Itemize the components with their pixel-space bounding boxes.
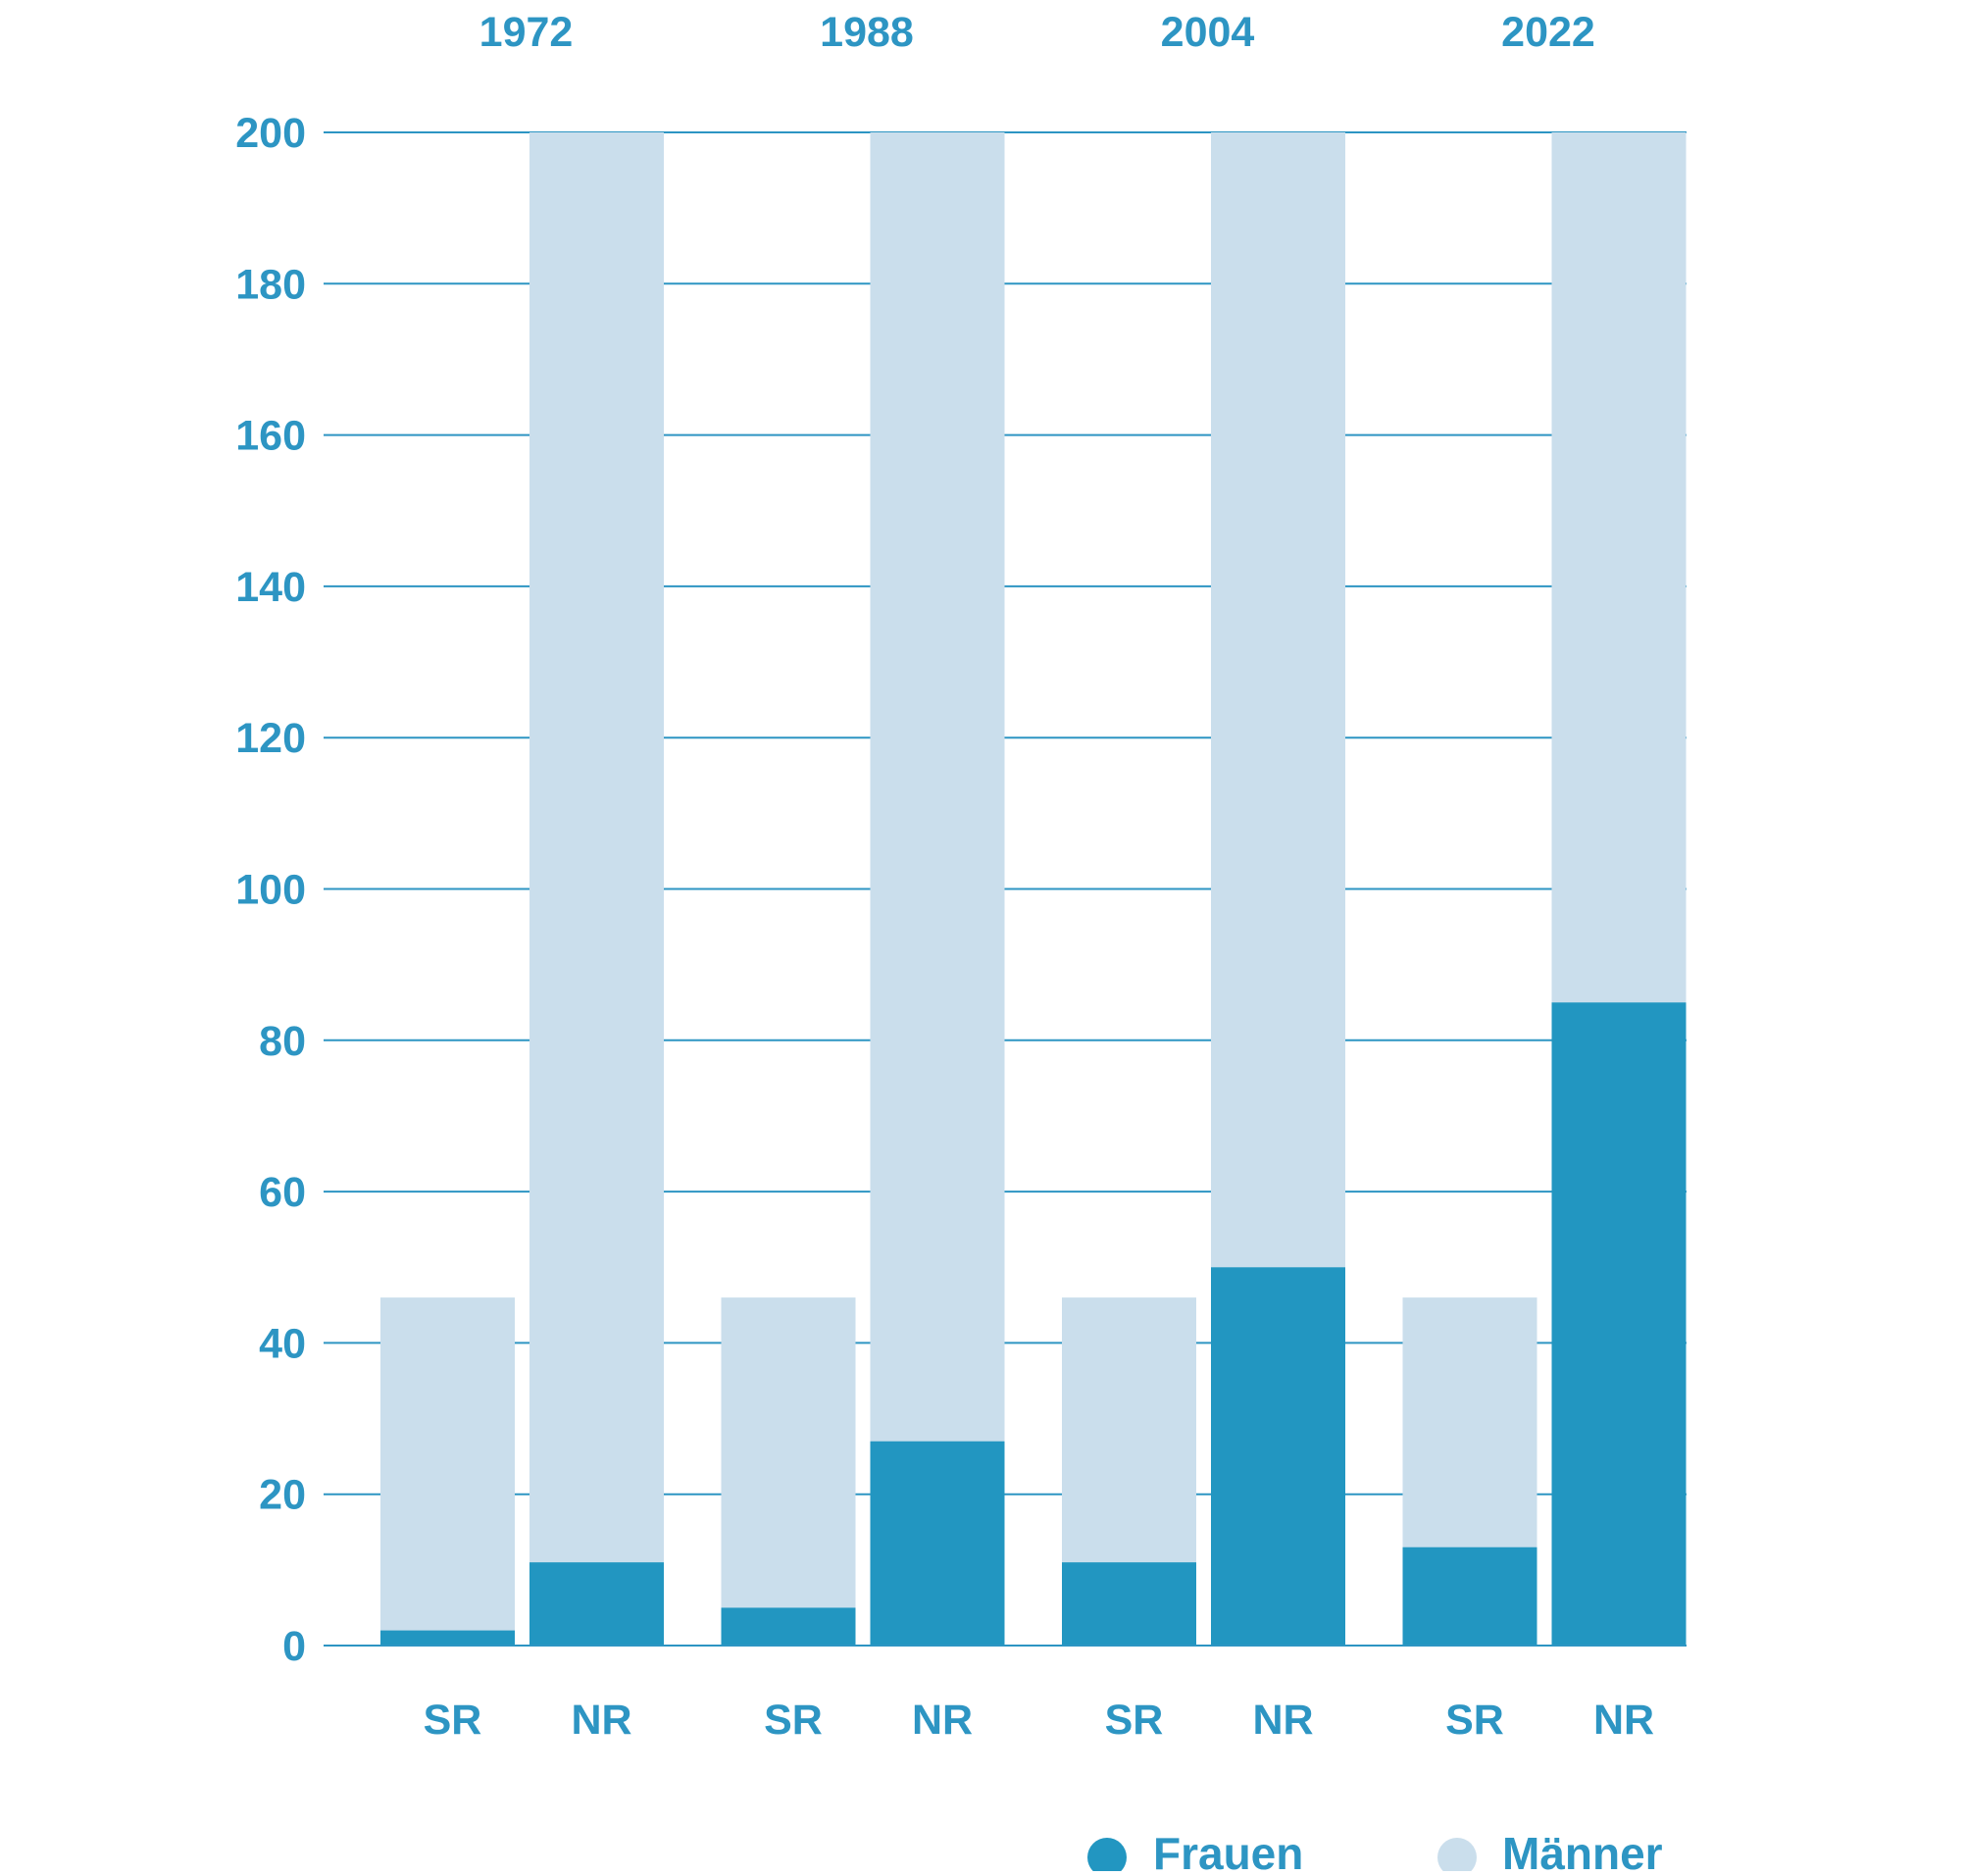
y-tick-label-60: 60 [259,1169,306,1216]
y-tick-label-80: 80 [259,1018,306,1065]
bar-frauen-2022-SR [1402,1546,1537,1646]
category-label-1988-SR: SR [764,1697,823,1744]
bar-maenner-1988-SR [721,1297,856,1608]
legend: Frauen Männer [1087,1828,1663,1876]
legend-label-maenner: Männer [1502,1828,1663,1871]
legend-swatch-maenner [1437,1838,1477,1876]
y-tick-label-180: 180 [235,261,306,308]
y-tick-label-0: 0 [282,1623,306,1670]
bar-frauen-2004-SR [1062,1562,1196,1646]
bar-frauen-2004-NR [1211,1267,1345,1646]
y-tick-label-200: 200 [235,110,306,157]
group-label-1972: 1972 [479,9,574,56]
group-label-2022: 2022 [1501,9,1595,56]
bar-maenner-2004-NR [1211,132,1345,1268]
bar-maenner-2022-SR [1402,1297,1537,1547]
bars-layer [324,132,1687,1647]
category-label-2004-SR: SR [1105,1697,1164,1744]
group-label-1988: 1988 [820,9,914,56]
y-tick-label-40: 40 [259,1320,306,1367]
bar-frauen-1972-SR [380,1630,515,1646]
y-tick-label-20: 20 [259,1472,306,1519]
labels-layer: 0 20 40 60 80 100 120 140 160 180 200 SR NR 1972 SR NR 1… [235,9,1654,1744]
y-tick-label-140: 140 [235,564,306,611]
bar-maenner-2022-NR [1551,132,1687,1003]
bar-maenner-1988-NR [870,132,1005,1442]
y-tick-label-160: 160 [235,413,306,460]
category-label-1972-NR: NR [571,1697,631,1744]
bar-maenner-1972-NR [529,132,664,1563]
category-label-1972-SR: SR [424,1697,482,1744]
bar-maenner-1972-SR [380,1297,515,1631]
bar-maenner-2004-SR [1062,1297,1196,1563]
bar-frauen-1972-NR [529,1562,664,1646]
legend-swatch-frauen [1087,1838,1127,1876]
bar-frauen-1988-NR [870,1441,1005,1646]
category-label-1988-NR: NR [912,1697,973,1744]
group-label-2004: 2004 [1161,9,1255,56]
category-label-2004-NR: NR [1252,1697,1313,1744]
category-label-2022-SR: SR [1445,1697,1504,1744]
y-tick-label-120: 120 [235,715,306,762]
bar-frauen-2022-NR [1551,1002,1687,1646]
legend-label-frauen: Frauen [1153,1828,1303,1871]
category-label-2022-NR: NR [1593,1697,1654,1744]
y-tick-label-100: 100 [235,867,306,914]
bar-frauen-1988-SR [721,1607,856,1646]
